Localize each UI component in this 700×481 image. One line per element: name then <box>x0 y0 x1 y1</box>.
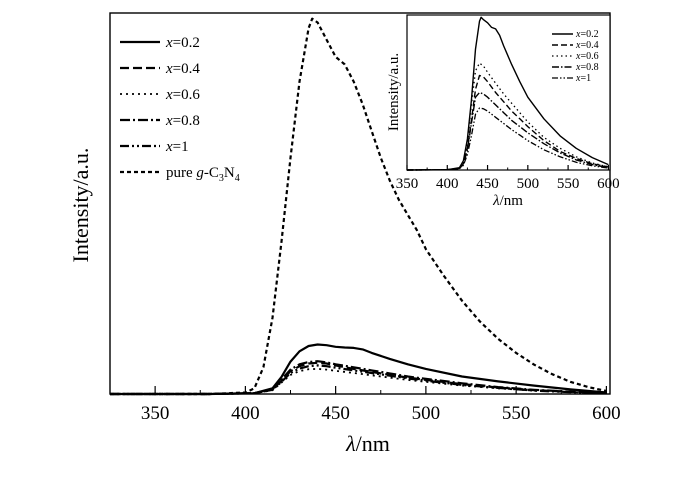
main-chart: 350 400 450 500 550 600 λ/nm Intensity/a.u. x… <box>68 12 621 456</box>
inset-x-tick-label: 450 <box>476 176 499 192</box>
inset-plot-frame <box>406 14 611 171</box>
main-x-tick-label: 350 <box>141 403 170 424</box>
main-x-axis: 350 400 450 500 550 600 <box>109 386 621 424</box>
inset-legend-item: x=0.6 <box>552 51 599 62</box>
inset-y-axis-title: Intensity/a.u. <box>386 53 402 131</box>
inset-x-tick-label: 600 <box>597 176 620 192</box>
inset-series-line-0 <box>406 16 609 171</box>
inset-legend-item: x=0.4 <box>552 40 599 51</box>
main-legend-label: pure g-C3N4 <box>166 165 240 184</box>
main-legend-item: x=1 <box>120 139 189 155</box>
main-legend: x=0.2 x=0.4 x=0.6 x=0.8 x=1 pure g-C3N4 <box>120 35 240 184</box>
main-legend-item: pure g-C3N4 <box>120 165 240 184</box>
main-legend-item: x=0.2 <box>120 35 200 51</box>
main-x-axis-title-unit: /nm <box>356 431 390 456</box>
main-x-tick-label: 600 <box>592 403 621 424</box>
main-x-tick-label: 400 <box>231 403 260 424</box>
main-x-tick-label: 450 <box>321 403 350 424</box>
main-x-tick-label: 550 <box>502 403 531 424</box>
main-x-axis-title: λ/nm <box>345 431 390 456</box>
inset-series-line-4 <box>406 107 609 171</box>
main-legend-item: x=0.6 <box>120 87 200 103</box>
inset-legend-label: x=0.4 <box>575 40 599 51</box>
inset-x-tick-label: 500 <box>517 176 540 192</box>
inset-x-axis-title-unit: /nm <box>500 193 524 209</box>
main-series-group <box>110 17 607 396</box>
inset-legend-label: x=1 <box>575 73 591 84</box>
inset-legend-item: x=0.2 <box>552 29 599 40</box>
inset-series-line-1 <box>406 74 609 171</box>
main-legend-label: x=0.2 <box>165 35 200 51</box>
inset-background <box>407 15 610 170</box>
main-plot-frame <box>109 12 611 395</box>
main-legend-label: x=0.6 <box>165 87 200 103</box>
inset-x-tick-label: 350 <box>396 176 419 192</box>
inset-x-axis-title-symbol: λ <box>492 193 500 209</box>
inset-legend-item: x=1 <box>552 73 591 84</box>
inset-legend-label: x=0.8 <box>575 62 599 73</box>
inset-x-axis-title: λ/nm <box>492 193 523 209</box>
main-legend-label: x=0.8 <box>165 113 200 129</box>
inset-legend-label: x=0.2 <box>575 29 599 40</box>
main-series-line-3 <box>110 360 607 396</box>
inset-chart: 350 400 450 500 550 600 λ/nm Intensity/a.u. x… <box>386 14 620 209</box>
inset-x-axis: 350 400 450 500 550 600 <box>396 165 620 192</box>
main-x-axis-title-symbol: λ <box>345 431 356 456</box>
inset-x-tick-label: 400 <box>436 176 459 192</box>
inset-legend: x=0.2 x=0.4 x=0.6 x=0.8 x=1 <box>552 29 599 84</box>
inset-series-group <box>406 16 609 171</box>
main-legend-label: x=1 <box>165 139 189 155</box>
inset-legend-label: x=0.6 <box>575 51 599 62</box>
main-x-tick-label: 500 <box>412 403 441 424</box>
main-legend-item: x=0.4 <box>120 61 200 77</box>
main-y-axis-title: Intensity/a.u. <box>68 148 93 263</box>
main-legend-label: x=0.4 <box>165 61 200 77</box>
main-series-line-0 <box>110 343 607 396</box>
main-series-line-4 <box>110 364 607 396</box>
inset-series-line-3 <box>406 91 609 171</box>
main-legend-item: x=0.8 <box>120 113 200 129</box>
inset-x-tick-label: 550 <box>557 176 580 192</box>
inset-legend-item: x=0.8 <box>552 62 599 73</box>
